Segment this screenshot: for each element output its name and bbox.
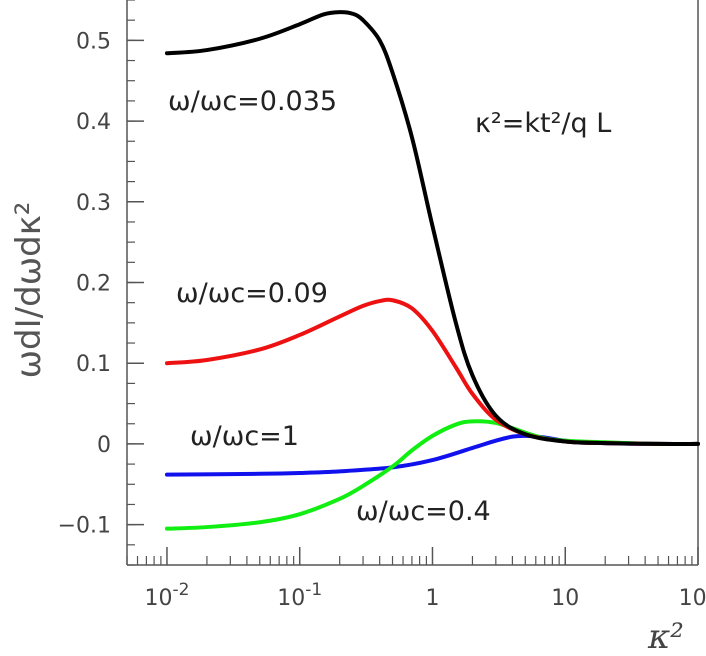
y-tick-label: 0 (97, 433, 111, 458)
y-axis-label: ωdI/dωdκ² (9, 202, 49, 379)
y-tick-label: 0.2 (76, 272, 111, 297)
x-tick-label: 1 (425, 586, 439, 611)
series-layer (164, 10, 700, 531)
series-labels: ω/ωc=0.035 ω/ωc=0.09 ω/ωc=1 ω/ωc=0.4 κ²=… (168, 86, 611, 527)
series-label-009: ω/ωc=0.09 (176, 278, 328, 309)
x-tick-label: 10-2 (144, 580, 189, 611)
y-tick-label: 0.4 (76, 110, 111, 135)
y-tick-label: −0.1 (58, 514, 111, 539)
series-label-1: ω/ωc=1 (190, 421, 299, 452)
series-line-0 (164, 10, 700, 446)
x-tick-label: 10-1 (277, 580, 322, 611)
kappa-definition-annotation: κ²=kt²/q L (475, 108, 611, 139)
x-tick-label: 102 (679, 580, 706, 611)
y-tick-label: 0.3 (76, 191, 111, 216)
series-label-0035: ω/ωc=0.035 (168, 86, 337, 117)
x-axis: 10-2 10-1 1 10 102 (144, 547, 706, 611)
y-axis: −0.1 0 0.1 0.2 0.3 0.4 0.5 (58, 29, 144, 539)
x-axis-label: κ² (647, 617, 684, 656)
y-tick-label: 0.1 (76, 352, 111, 377)
series-label-04: ω/ωc=0.4 (356, 496, 491, 527)
y-tick-label: 0.5 (76, 29, 111, 54)
x-tick-label: 10 (551, 586, 579, 611)
